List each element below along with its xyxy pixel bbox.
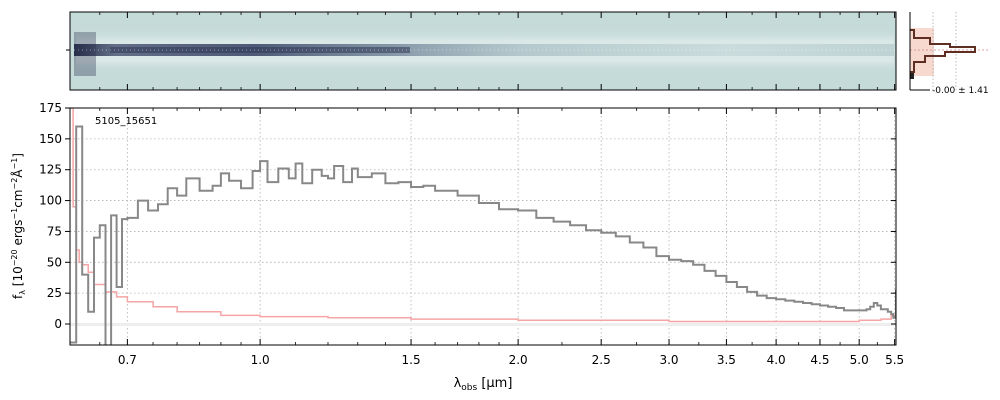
x-tick-label: 5.5	[885, 353, 904, 367]
profile-baseline-mark	[910, 73, 914, 79]
y-tick-label: 50	[47, 255, 62, 269]
x-tick-label: 4.5	[810, 353, 829, 367]
y-tick-label: 150	[39, 132, 62, 146]
x-tick-label: 1.5	[402, 353, 421, 367]
x-tick-label: 0.7	[118, 353, 137, 367]
spectrum-2d-ticks	[69, 12, 896, 90]
y-tick-label: 100	[39, 194, 62, 208]
spectrum-1d-panel: 0.7 1.0 1.5 2.0 2.5 3.0 3.5 4.0 4.5 5.0 5.5 0 25 50 7…	[10, 101, 904, 393]
zero-band	[70, 323, 896, 326]
spectrum-2d-panel	[66, 11, 897, 91]
y-axis-ticks: 0 25 50 75 100 125 150 175	[39, 101, 896, 331]
x-tick-label: 1.0	[251, 353, 270, 367]
profile-annotation: -0.00 ± 1.41	[932, 86, 989, 96]
plot-frame	[69, 107, 897, 346]
error-series-line	[70, 108, 896, 323]
y-tick-label: 0	[54, 317, 62, 331]
y-axis-label: fλ [10−20 ergs−1cm−2Å−1]	[10, 153, 27, 299]
y-tick-label: 25	[47, 286, 62, 300]
y-tick-label: 175	[39, 101, 62, 115]
x-tick-label: 4.0	[767, 353, 786, 367]
x-tick-label: 2.5	[592, 353, 611, 367]
y-tick-label: 75	[47, 224, 62, 238]
x-tick-label: 5.0	[850, 353, 869, 367]
x-tick-label: 3.0	[659, 353, 678, 367]
spectrum-2d-trace-core	[110, 47, 410, 53]
grid	[70, 107, 896, 345]
y-tick-label: 125	[39, 163, 62, 177]
spectrum-2d-frame	[69, 11, 897, 91]
x-tick-label: 2.0	[509, 353, 528, 367]
object-label: 5105_15651	[95, 116, 157, 127]
x-tick-label: 3.5	[717, 353, 736, 367]
spectrum-2d-blue-end	[74, 32, 96, 76]
flux-series-line	[70, 125, 896, 345]
profile-panel: -0.00 ± 1.41	[909, 12, 990, 96]
profile-curve	[910, 29, 976, 73]
x-axis-label: λobs [μm]	[454, 376, 513, 393]
x-axis-ticks: 0.7 1.0 1.5 2.0 2.5 3.0 3.5 4.0 4.5 5.0 5.5	[69, 108, 904, 367]
